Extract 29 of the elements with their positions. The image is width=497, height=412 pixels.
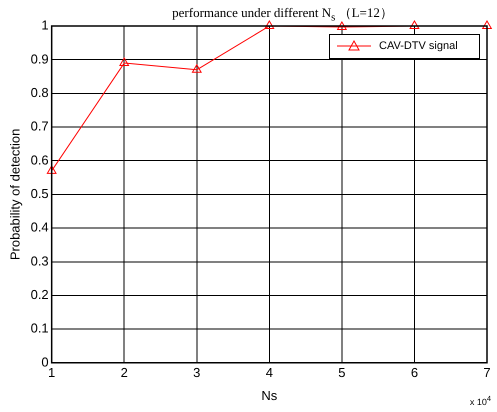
point: [46, 165, 56, 174]
legend-label: CAV-DTV signal: [379, 40, 458, 52]
point: [119, 58, 130, 66]
x-tick-label: 6: [410, 365, 418, 380]
y-axis-title: Probability of detection: [7, 128, 22, 260]
y-tick-label: 0.2: [30, 287, 49, 302]
point: [264, 20, 274, 29]
y-tick-label: 0.9: [30, 51, 49, 66]
x-axis-title: Ns: [261, 388, 278, 403]
x-tick-label: 4: [266, 365, 273, 380]
y-tick-label: 0.8: [30, 84, 49, 100]
y-tick-label: 0.4: [30, 220, 49, 235]
x-tick-label: 3: [193, 365, 200, 380]
y-tick-label: 0.7: [30, 118, 49, 134]
point: [192, 64, 202, 73]
chart-title: performance under different N$_{s}$ （L=12）: [171, 4, 394, 24]
y-tick-label: 0.1: [30, 320, 49, 336]
point: [482, 20, 492, 29]
x-tick-label: 5: [338, 365, 346, 380]
x-tick-label: 2: [120, 365, 128, 380]
point: [410, 20, 420, 29]
y-tick-label: 0.6: [30, 152, 49, 168]
y-tick-label: 0.3: [30, 253, 49, 268]
y-tick-label: 0.5: [30, 186, 49, 201]
y-tick-label: 0: [41, 354, 49, 370]
y-tick-label: 1: [41, 18, 49, 33]
x-tick-label: 7: [483, 365, 491, 380]
text: x 10$^{4}$: [470, 394, 491, 407]
point: [337, 22, 347, 30]
